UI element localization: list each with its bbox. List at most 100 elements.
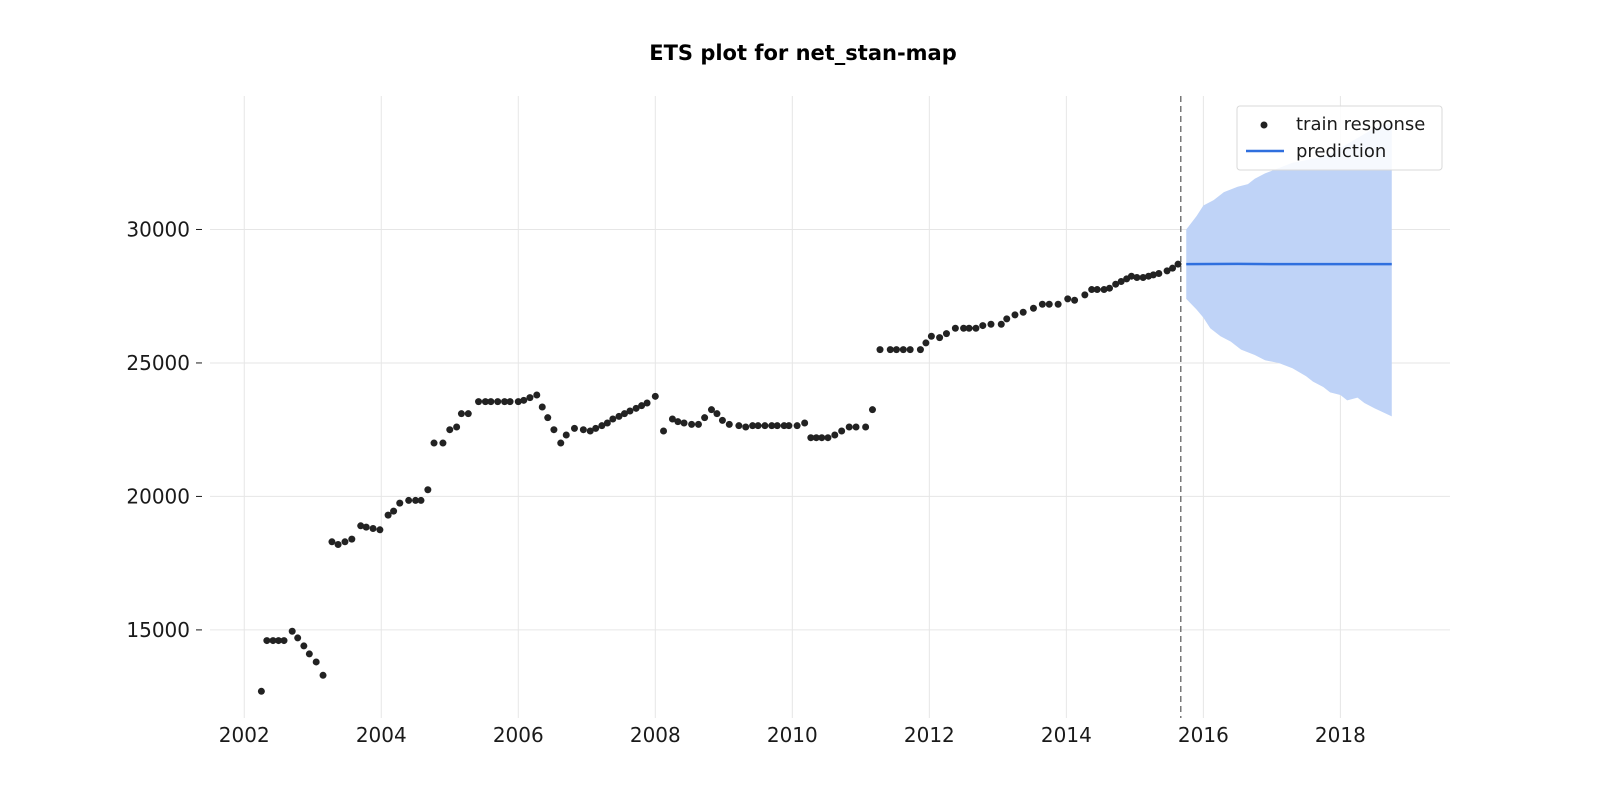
legend-box [1236, 105, 1443, 171]
chart-title: ETS plot for net_stan-map [649, 41, 957, 65]
train-response-point [501, 398, 509, 406]
prediction-interval-band [1186, 122, 1392, 417]
train-response-point [1106, 284, 1114, 292]
train-response-point [294, 634, 302, 642]
train-response-point [987, 320, 995, 328]
train-response-point [412, 496, 420, 504]
train-response-point [1054, 300, 1062, 308]
train-response-point [979, 322, 987, 330]
train-response-point [1155, 270, 1163, 278]
train-response-point [680, 419, 688, 427]
train-response-point [424, 486, 432, 494]
train-response-point [1139, 274, 1147, 282]
train-response-point [533, 391, 541, 399]
train-response-point [876, 346, 884, 354]
train-response-point [668, 415, 676, 423]
train-response-point [754, 422, 762, 430]
train-response-point [688, 420, 696, 428]
train-response-point [916, 346, 924, 354]
train-response-point [773, 422, 781, 430]
x-tick-label: 2010 [767, 723, 818, 747]
train-response-point [1149, 271, 1157, 279]
train-response-point [348, 535, 356, 543]
train-response-point [742, 423, 750, 431]
train-response-point [972, 324, 980, 332]
train-response-point [960, 324, 968, 332]
train-response-point [831, 431, 839, 439]
train-response-point [936, 334, 944, 342]
x-tick-label: 2004 [356, 723, 407, 747]
train-response-point [845, 423, 853, 431]
train-response-point [718, 416, 726, 424]
train-response-point [886, 346, 894, 354]
train-response-point [603, 419, 611, 427]
train-response-point [620, 410, 628, 418]
train-response-point [780, 422, 788, 430]
train-response-point [1100, 286, 1108, 294]
train-response-point [592, 424, 600, 432]
train-response-point [305, 650, 313, 658]
train-response-point [674, 418, 682, 426]
train-response-point [439, 439, 447, 447]
train-response-point [557, 439, 565, 447]
train-response-point [526, 394, 534, 402]
prediction-band [1186, 122, 1392, 417]
train-response-point [824, 434, 832, 442]
train-response-point [694, 420, 702, 428]
train-response-point [1081, 291, 1089, 299]
train-response-point [357, 522, 365, 530]
train-response-point [464, 410, 472, 418]
train-response-point [1133, 274, 1141, 282]
train-response-point [1045, 300, 1053, 308]
train-response-point [396, 499, 404, 507]
train-response-point [701, 414, 709, 422]
x-tick-label: 2008 [630, 723, 681, 747]
train-response-point [1169, 264, 1177, 272]
x-tick-label: 2018 [1315, 723, 1366, 747]
legend: train response prediction [1236, 105, 1443, 171]
train-response-point [1064, 295, 1072, 303]
train-response-point [598, 422, 606, 430]
train-response-point [514, 398, 522, 406]
train-response-point [430, 439, 438, 447]
train-response-point [838, 427, 846, 435]
train-response-point [735, 422, 743, 430]
train-response-point [257, 687, 265, 695]
x-tick-label: 2002 [219, 723, 270, 747]
train-response-point [725, 420, 733, 428]
train-response-point [562, 431, 570, 439]
train-response-point [1093, 286, 1101, 294]
train-response-point [785, 422, 793, 430]
train-response-point [899, 346, 907, 354]
x-tick-label: 2012 [904, 723, 955, 747]
train-response-point [818, 434, 826, 442]
y-tick-label: 15000 [126, 618, 190, 642]
train-response-point [651, 392, 659, 400]
train-response-point [801, 419, 809, 427]
train-response-point [1127, 272, 1135, 280]
train-response-point [942, 330, 950, 338]
train-response-point [812, 434, 820, 442]
y-tick-label: 30000 [126, 217, 190, 241]
train-response-point [643, 399, 651, 407]
train-response-point [852, 423, 860, 431]
train-response-point [494, 398, 502, 406]
train-response-point [868, 406, 876, 414]
legend-train-label: train response [1296, 114, 1425, 135]
train-response-point [328, 538, 336, 546]
train-response-point [1011, 311, 1019, 319]
train-response-point [1071, 296, 1079, 304]
train-response-point [1019, 308, 1027, 316]
y-tick-label: 25000 [126, 351, 190, 375]
train-response-point [862, 423, 870, 431]
train-response-point [922, 339, 930, 347]
train-response-point [362, 523, 370, 531]
train-response-point [626, 407, 634, 415]
train-response-point [615, 412, 623, 420]
train-response-point [1163, 267, 1171, 275]
train-response-point [707, 406, 715, 414]
train-response-point [405, 496, 413, 504]
train-response-point [288, 627, 296, 635]
train-response-point [341, 538, 349, 546]
train-response-point [275, 637, 283, 645]
